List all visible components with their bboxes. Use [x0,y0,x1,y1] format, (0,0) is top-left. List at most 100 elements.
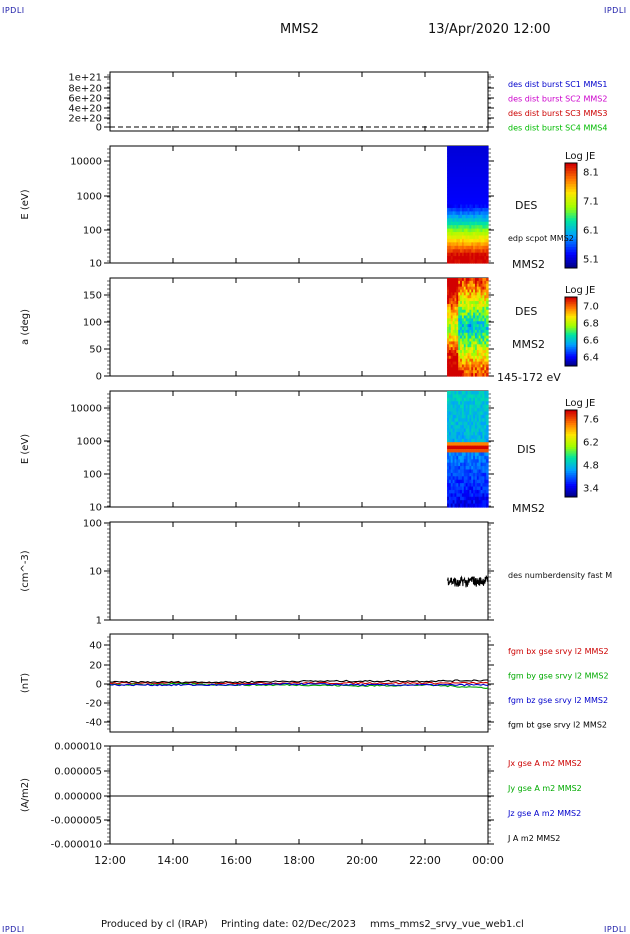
panel-3-heatmap-cell [486,283,489,288]
colorbar-3-segment [565,442,577,446]
panel-3-heatmap-cell [467,292,470,296]
colorbar-3-segment [565,425,577,428]
panel-4-heatmap-cell [454,418,457,423]
panel-3-heatmap-cell [450,324,454,328]
panel-4-heatmap-cell [471,469,474,474]
panel-4-heatmap-cell [454,445,457,450]
panel-3-heatmap-cell [469,278,472,282]
panel-3-heatmap-cell [484,335,487,340]
panel-2-heatmap-cell [467,163,470,168]
panel-2-tick-label: 100 [83,226,102,237]
panel-2-heatmap-cell [467,252,470,257]
x-tick-label: 18:00 [283,854,315,867]
colorbar-3-segment [565,449,577,452]
panel-2-heatmap-cell [473,163,476,168]
panel-4-heatmap-cell [448,411,452,416]
colorbar-3-tick-label: 6.2 [583,438,599,449]
panel-4-heatmap-cell [486,466,489,471]
panel-4-heatmap-cell [480,428,484,433]
panel-2-heatmap-cell [473,238,476,243]
panel-2-heatmap-cell [456,194,459,199]
panel-2-heatmap-cell [452,159,456,164]
panel-6-tick-label: 20 [89,661,102,672]
panel-4-heatmap-cell [465,476,469,481]
panel-2-heatmap-cell [458,238,461,243]
panel-2-heatmap-cell [482,232,485,237]
panel-2-heatmap-cell [469,146,472,151]
panel-3-heatmap-cell [450,350,454,354]
panel-2-heatmap-cell [478,242,482,247]
panel-3-heatmap-cell [480,358,484,363]
panel-4-heatmap-cell [450,414,454,419]
panel-4-heatmap-cell [454,431,457,436]
panel-4-heatmap-cell [473,493,476,498]
panel-3-heatmap-cell [469,292,472,296]
panel-2-heatmap-cell [480,259,484,264]
panel-4-heatmap-cell [469,466,472,471]
colorbar-3-segment [565,427,577,431]
panel-4-heatmap-cell [456,435,459,440]
panel-4-heatmap-cell [450,479,454,484]
panel-3-heatmap-cell [486,338,489,343]
panel-2-heatmap-cell [480,242,484,247]
panel-3-heatmap-cell [463,318,467,322]
panel-4-heatmap-cell [476,425,480,430]
panel-2-heatmap-cell [463,221,467,226]
panel-2-heatmap-cell [448,176,452,182]
panel-4-heatmap-cell [471,401,474,406]
panel-3-heatmap-cell [469,289,472,294]
panel-2-label: DES [515,199,537,212]
panel-2-heatmap-cell [478,156,482,161]
panel-3-heatmap-cell [447,306,450,311]
panel-2-heatmap-cell [471,156,474,161]
panel-2-heatmap-cell [463,183,467,188]
panel-4-heatmap-cell [447,493,450,498]
panel-3-heatmap-cell [458,289,461,294]
panel-3-heatmap-cell [480,373,484,377]
panel-3-heatmap-cell [461,278,465,282]
panel-3-heatmap-cell [461,347,465,351]
colorbar-2-segment [565,345,577,348]
panel-2-heatmap-cell [467,242,470,247]
panel-4-heatmap-cell [460,500,463,505]
panel-4-heatmap-cell [473,472,476,477]
panel-3-heatmap-cell [465,347,469,351]
panel-3-heatmap-cell [458,338,461,343]
panel-4-heatmap-cell [452,394,456,399]
panel-3-heatmap-cell [456,364,459,368]
panel-4-heatmap-cell [471,418,474,423]
panel-3-heatmap-cell [484,298,487,302]
panel-3-heatmap-cell [471,280,474,285]
panel-2-heatmap-cell [476,207,480,212]
panel-4-heatmap-cell [482,500,485,505]
panel-3-heatmap-cell [486,286,489,291]
panel-4-heatmap-cell [478,503,482,508]
panel-3-heatmap-cell [473,373,476,377]
panel-2-heatmap-cell [456,180,459,185]
panel-3-heatmap-cell [456,295,459,299]
panel-4-heatmap-cell [471,486,474,491]
panel-3-heatmap-cell [484,329,487,334]
panel-2-label: edp scpot MMS2 [508,234,574,243]
panel-2-heatmap-cell [460,221,463,226]
panel-4-heatmap-cell [450,500,454,505]
panel-4-heatmap-cell [469,428,472,433]
panel-4-heatmap-cell [461,479,465,484]
panel-2-heatmap-cell [473,183,476,188]
panel-4-heatmap-cell [450,425,454,430]
panel-4-heatmap-cell [458,411,461,416]
panel-4-heatmap-cell [456,391,459,396]
panel-3-heatmap-cell [486,364,489,368]
panel-3-heatmap-cell [450,292,454,296]
panel-5-y-axis-label: (cm^-3) [20,550,31,591]
panel-4-heatmap-cell [454,479,457,484]
panel-3-heatmap-cell [484,283,487,288]
panel-4-heatmap-cell [467,462,470,467]
colorbar-2-segment [565,338,577,341]
panel-2-heatmap-cell [471,163,474,168]
panel-2-heatmap-cell [471,225,474,230]
panel-4-heatmap-cell [448,500,452,505]
panel-3-heatmap-cell [467,318,470,322]
panel-4-heatmap-cell [450,469,454,474]
panel-4-heatmap-cell [482,404,485,409]
